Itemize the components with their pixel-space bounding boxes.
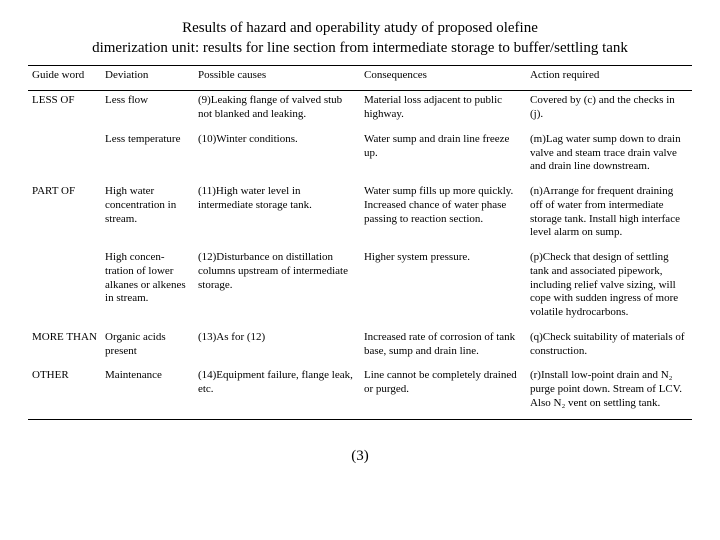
table-row: PART OF High water concentration in stre… (28, 182, 692, 248)
cell-act: Covered by (c) and the checks in (j). (526, 91, 692, 130)
table-header-row: Guide word Deviation Possible causes Con… (28, 65, 692, 91)
cell-guide: MORE THAN (28, 328, 101, 367)
table-row: High concen-tration of lower alkanes or … (28, 248, 692, 328)
cell-cause: (11)High water level in intermediate sto… (194, 182, 360, 248)
col-guide-word: Guide word (28, 65, 101, 91)
cell-guide: LESS OF (28, 91, 101, 130)
cell-dev: High concen-tration of lower alkanes or … (101, 248, 194, 328)
cell-cause: (14)Equipment failure, flange leak, etc. (194, 366, 360, 419)
col-consequences: Consequences (360, 65, 526, 91)
cell-cons: Water sump and drain line freeze up. (360, 130, 526, 182)
title-line-1: Results of hazard and operability atudy … (182, 20, 538, 36)
cell-cause: (12)Disturbance on distillation columns … (194, 248, 360, 328)
cell-dev: High water concentration in stream. (101, 182, 194, 248)
table-row: LESS OF Less flow (9)Leaking flange of v… (28, 91, 692, 130)
col-action-required: Action required (526, 65, 692, 91)
col-deviation: Deviation (101, 65, 194, 91)
cell-guide (28, 130, 101, 182)
cell-dev: Less flow (101, 91, 194, 130)
cell-act: (m)Lag water sump down to drain valve an… (526, 130, 692, 182)
page-number: (3) (28, 448, 692, 465)
cell-cons: Line cannot be completely drained or pur… (360, 366, 526, 419)
cell-cons: Increased rate of corrosion of tank base… (360, 328, 526, 367)
table-row: Less temperature (10)Winter conditions. … (28, 130, 692, 182)
cell-guide: PART OF (28, 182, 101, 248)
cell-cause: (9)Leaking flange of valved stub not bla… (194, 91, 360, 130)
cell-dev: Less temperature (101, 130, 194, 182)
table-row: OTHER Maintenance (14)Equipment failure,… (28, 366, 692, 419)
col-possible-causes: Possible causes (194, 65, 360, 91)
cell-act: (q)Check suitability of materials of con… (526, 328, 692, 367)
page-title: Results of hazard and operability atudy … (40, 18, 680, 59)
title-line-2: dimerization unit: results for line sect… (92, 40, 628, 56)
cell-cons: Water sump fills up more quickly. Increa… (360, 182, 526, 248)
cell-cons: Higher system pressure. (360, 248, 526, 328)
cell-dev: Maintenance (101, 366, 194, 419)
cell-guide (28, 248, 101, 328)
cell-dev: Organic acids present (101, 328, 194, 367)
cell-cause: (10)Winter conditions. (194, 130, 360, 182)
cell-act: (r)Install low-point drain and N₂ purge … (526, 366, 692, 419)
cell-act: (p)Check that design of settling tank an… (526, 248, 692, 328)
cell-cause: (13)As for (12) (194, 328, 360, 367)
cell-act: (n)Arrange for frequent draining off of … (526, 182, 692, 248)
cell-cons: Material loss adjacent to public highway… (360, 91, 526, 130)
hazop-table: Guide word Deviation Possible causes Con… (28, 65, 692, 420)
cell-guide: OTHER (28, 366, 101, 419)
table-row: MORE THAN Organic acids present (13)As f… (28, 328, 692, 367)
